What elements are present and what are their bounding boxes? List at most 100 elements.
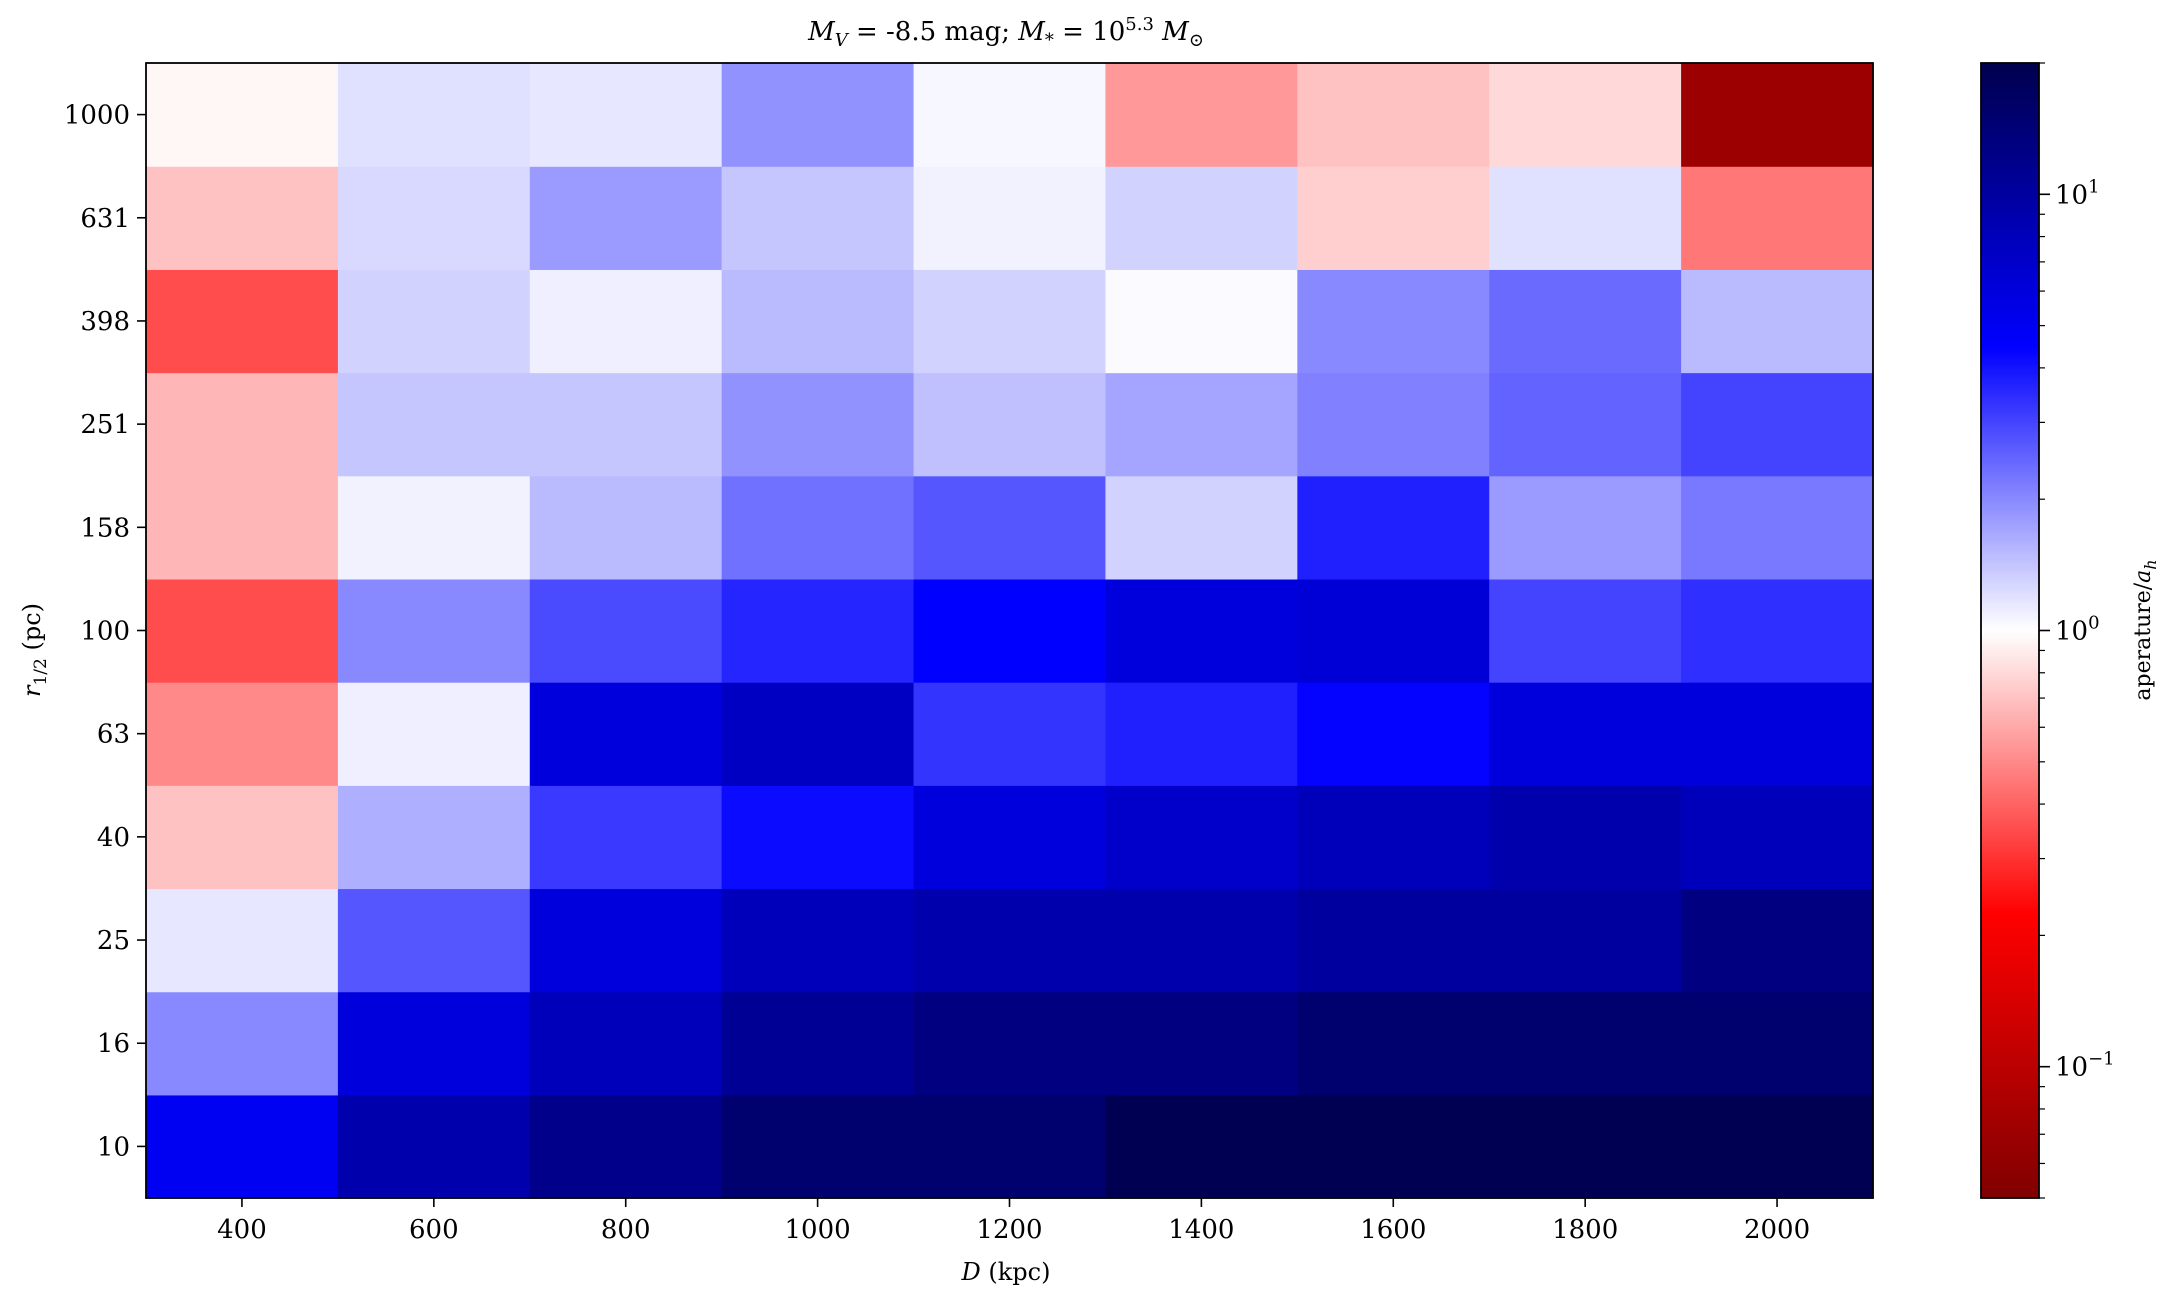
heatmap-cell bbox=[529, 578, 723, 683]
colorbar-ticks: 10−1 100 101 bbox=[2039, 62, 2115, 1199]
heatmap-cell bbox=[529, 166, 723, 270]
x-tick-label: 1400 bbox=[1168, 1215, 1234, 1245]
heatmap-cell bbox=[721, 991, 915, 1096]
heatmap-cell bbox=[1297, 269, 1490, 374]
heatmap-cell bbox=[337, 785, 531, 890]
colorbar-tick-label: 10−1 bbox=[2055, 1049, 2115, 1083]
y-axis: 10 16 25 40 63 100 158 251 398 631 1000 bbox=[64, 101, 146, 1162]
heatmap-cell bbox=[1105, 372, 1298, 477]
heatmap-cell bbox=[1489, 991, 1682, 1096]
y-axis-label: r1/2 (pc) bbox=[18, 603, 51, 697]
heatmap-cell bbox=[146, 269, 339, 374]
heatmap-cell bbox=[721, 372, 915, 477]
y-tick-label: 63 bbox=[97, 720, 130, 750]
heatmap-cell bbox=[1489, 1094, 1682, 1199]
heatmap-cell bbox=[1105, 166, 1298, 270]
heatmap-cell bbox=[721, 785, 915, 890]
heatmap-cell bbox=[337, 578, 531, 683]
heatmap-cell bbox=[913, 1094, 1107, 1199]
heatmap-cell bbox=[913, 578, 1107, 683]
heatmap-cell bbox=[529, 475, 723, 580]
y-tick-label: 16 bbox=[97, 1029, 130, 1059]
heatmap-cell bbox=[1105, 1094, 1298, 1199]
colorbar bbox=[1980, 62, 2040, 1199]
heatmap-cell bbox=[146, 63, 339, 167]
heatmap-cell bbox=[913, 372, 1107, 477]
heatmap-cell bbox=[337, 269, 531, 374]
heatmap-cell bbox=[1297, 1094, 1490, 1199]
heatmap-cell bbox=[146, 578, 339, 683]
x-tick-label: 2000 bbox=[1744, 1215, 1810, 1245]
x-tick-label: 400 bbox=[217, 1215, 267, 1245]
heatmap-cell bbox=[1297, 785, 1490, 890]
heatmap-cell bbox=[913, 166, 1107, 270]
heatmap-cell bbox=[337, 682, 531, 786]
heatmap-cell bbox=[721, 166, 915, 270]
heatmap-cell bbox=[529, 63, 723, 167]
heatmap-cell bbox=[913, 785, 1107, 890]
heatmap-cell bbox=[1489, 166, 1682, 270]
heatmap-cell bbox=[1297, 63, 1490, 167]
y-tick-label: 100 bbox=[80, 617, 130, 647]
heatmap-cell bbox=[1681, 475, 1874, 580]
y-tick-label: 25 bbox=[97, 926, 130, 956]
x-tick-label: 1800 bbox=[1552, 1215, 1618, 1245]
x-tick-label: 1600 bbox=[1360, 1215, 1426, 1245]
heatmap-cell bbox=[146, 991, 339, 1096]
heatmap-cell bbox=[913, 475, 1107, 580]
heatmap-cell bbox=[529, 682, 723, 786]
heatmap-cell bbox=[529, 372, 723, 477]
heatmap-cell bbox=[1681, 372, 1874, 477]
y-tick-label: 631 bbox=[80, 204, 130, 234]
heatmap-cell bbox=[913, 63, 1107, 167]
colorbar-tick-label: 100 bbox=[2055, 613, 2100, 647]
heatmap-cell bbox=[146, 372, 339, 477]
heatmap-cell bbox=[913, 269, 1107, 374]
x-tick-label: 800 bbox=[601, 1215, 651, 1245]
heatmap-cell bbox=[1681, 63, 1874, 167]
heatmap-cell bbox=[146, 888, 339, 993]
heatmap-cell bbox=[1681, 269, 1874, 374]
heatmap-cell bbox=[529, 785, 723, 890]
heatmap-cell bbox=[913, 888, 1107, 993]
heatmap-cell bbox=[1681, 578, 1874, 683]
heatmap-cell bbox=[1681, 166, 1874, 270]
heatmap-cell bbox=[1297, 578, 1490, 683]
heatmap-cell bbox=[1297, 372, 1490, 477]
heatmap-cell bbox=[529, 1094, 723, 1199]
heatmap-cell bbox=[1489, 578, 1682, 683]
x-tick-label: 600 bbox=[409, 1215, 459, 1245]
heatmap-cell bbox=[1489, 372, 1682, 477]
heatmap-cell bbox=[529, 888, 723, 993]
heatmap-cell bbox=[1681, 1094, 1874, 1199]
heatmap-cell bbox=[1489, 888, 1682, 993]
heatmap-cell bbox=[1489, 269, 1682, 374]
heatmap-cell bbox=[721, 63, 915, 167]
heatmap-cell bbox=[1489, 63, 1682, 167]
heatmap-cell bbox=[1297, 166, 1490, 270]
y-tick-label: 398 bbox=[80, 307, 130, 337]
y-tick-label: 158 bbox=[80, 513, 130, 543]
heatmap-cell bbox=[721, 1094, 915, 1199]
heatmap-cell bbox=[337, 888, 531, 993]
heatmap-cell bbox=[913, 991, 1107, 1096]
heatmap-cell bbox=[1681, 785, 1874, 890]
heatmap-cell bbox=[337, 475, 531, 580]
y-tick-label: 1000 bbox=[64, 101, 130, 131]
heatmap-cell bbox=[146, 785, 339, 890]
heatmap-cell bbox=[1297, 991, 1490, 1096]
heatmap-cell bbox=[1297, 682, 1490, 786]
heatmap-cell bbox=[721, 888, 915, 993]
heatmap-cell bbox=[1105, 475, 1298, 580]
heatmap-cell bbox=[337, 372, 531, 477]
heatmap-cell bbox=[913, 682, 1107, 786]
heatmap-cell bbox=[1105, 63, 1298, 167]
heatmap-cell bbox=[721, 682, 915, 786]
heatmap-cell bbox=[146, 166, 339, 270]
x-axis-label: D (kpc) bbox=[961, 1258, 1051, 1286]
heatmap-cell bbox=[1105, 269, 1298, 374]
heatmap-cell bbox=[146, 1094, 339, 1199]
heatmap-cell bbox=[146, 682, 339, 786]
chart-title: MV = -8.5 mag; M* = 105.3 M⊙ bbox=[807, 14, 1204, 51]
x-tick-label: 1200 bbox=[976, 1215, 1042, 1245]
